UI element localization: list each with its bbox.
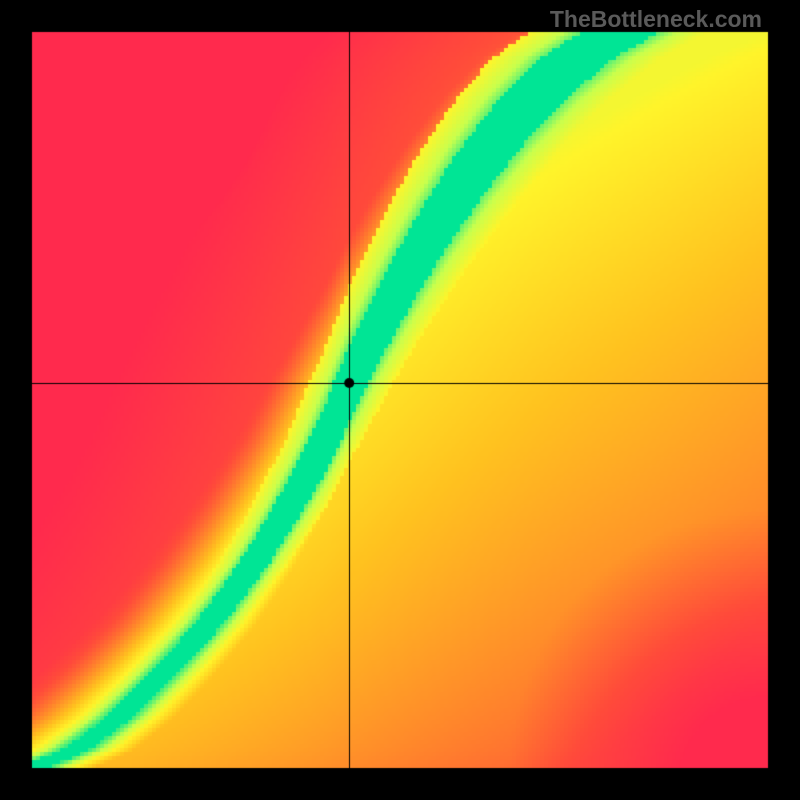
bottleneck-heatmap [0,0,800,800]
chart-container: TheBottleneck.com [0,0,800,800]
watermark-text: TheBottleneck.com [550,6,762,33]
